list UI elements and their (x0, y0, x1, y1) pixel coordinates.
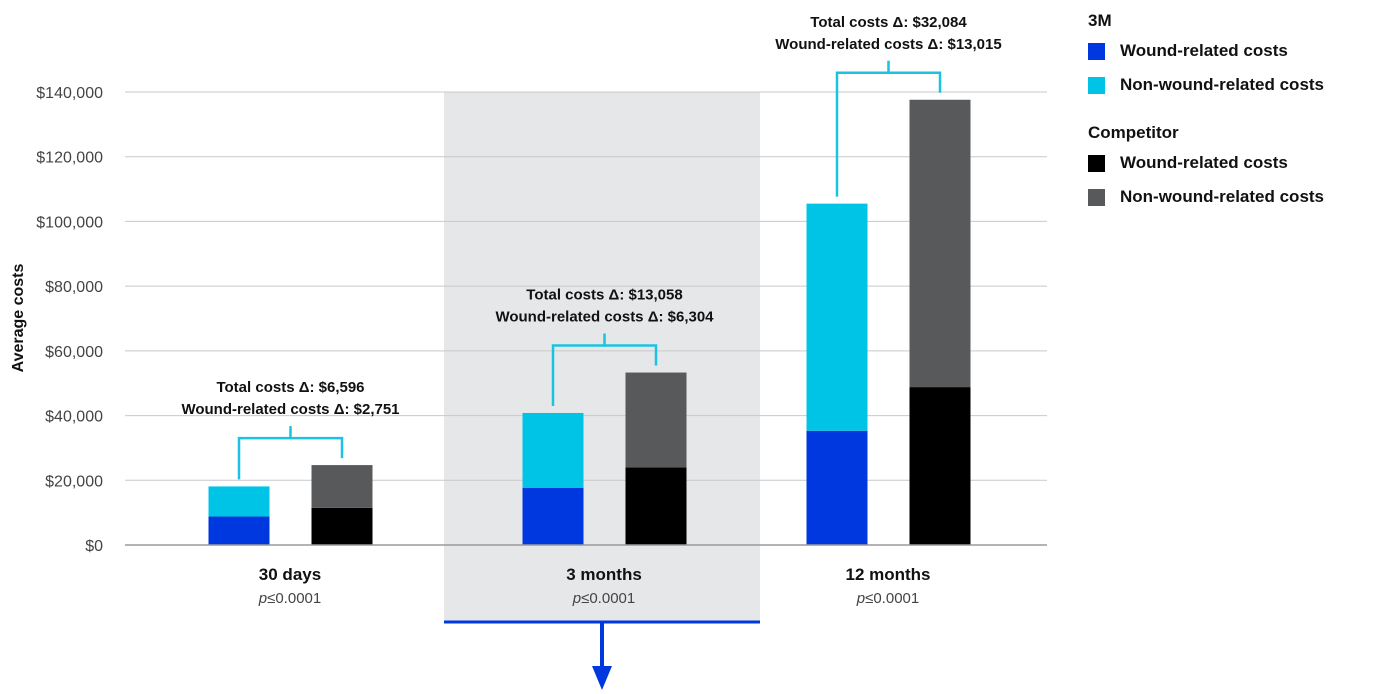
bar-segment-wound (909, 387, 971, 545)
legend: 3M Wound-related costs Non-wound-related… (1088, 8, 1373, 214)
bar-segment-non-wound (522, 412, 584, 488)
legend-label: Wound-related costs (1120, 153, 1288, 172)
delta-annotation: Wound-related costs Δ: $2,751 (181, 401, 399, 418)
bar-segment-wound (806, 430, 868, 545)
legend-label: Non-wound-related costs (1120, 75, 1325, 94)
delta-annotation: Wound-related costs Δ: $13,015 (775, 36, 1001, 53)
legend-item: Wound-related costs (1088, 146, 1373, 180)
down-arrow-icon (592, 666, 612, 690)
y-axis-label: Average costs (10, 264, 27, 373)
legend-group-3m: 3M Wound-related costs Non-wound-related… (1088, 8, 1373, 102)
bar-segment-non-wound (909, 99, 971, 388)
legend-label: Wound-related costs (1120, 41, 1288, 60)
bar-segment-non-wound (806, 203, 868, 431)
delta-annotation: Total costs Δ: $6,596 (216, 379, 364, 396)
legend-swatch (1088, 76, 1105, 94)
legend-swatch (1088, 188, 1105, 206)
highlight-band (444, 92, 760, 622)
delta-annotation: Wound-related costs Δ: $6,304 (495, 309, 714, 326)
comparison-bracket (237, 436, 344, 480)
legend-group-title: 3M (1088, 11, 1112, 30)
y-tick-label: $20,000 (45, 473, 103, 490)
y-tick-label: $100,000 (36, 214, 103, 231)
p-value-label: p≤0.0001 (572, 590, 635, 607)
p-value-label: p≤0.0001 (856, 590, 919, 607)
bar-segment-non-wound (625, 372, 687, 468)
bar-segment-wound (311, 507, 373, 545)
y-tick-label: $120,000 (36, 150, 103, 167)
legend-item: Non-wound-related costs (1088, 68, 1373, 102)
y-tick-label: $80,000 (45, 279, 103, 296)
legend-item: Non-wound-related costs (1088, 180, 1373, 214)
legend-label: Non-wound-related costs (1120, 187, 1325, 206)
y-tick-label: $40,000 (45, 409, 103, 426)
legend-group-title: Competitor (1088, 123, 1179, 142)
bar-segment-wound (625, 467, 687, 545)
x-category-label: 30 days (259, 565, 321, 584)
bar-segment-wound (522, 487, 584, 545)
p-value-label: p≤0.0001 (258, 590, 321, 607)
x-category-label: 3 months (566, 565, 642, 584)
legend-swatch (1088, 42, 1105, 60)
delta-annotation: Total costs Δ: $13,058 (526, 287, 682, 304)
bar-segment-wound (208, 516, 270, 545)
y-tick-label: $0 (85, 538, 103, 555)
legend-swatch (1088, 154, 1105, 172)
legend-item: Wound-related costs (1088, 34, 1373, 68)
x-category-label: 12 months (845, 565, 930, 584)
legend-group-competitor: Competitor Wound-related costs Non-wound… (1088, 120, 1373, 214)
bar-segment-non-wound (208, 486, 270, 517)
y-tick-label: $140,000 (36, 85, 103, 102)
delta-annotation: Total costs Δ: $32,084 (810, 14, 967, 31)
bar-segment-non-wound (311, 465, 373, 508)
y-tick-label: $60,000 (45, 344, 103, 361)
